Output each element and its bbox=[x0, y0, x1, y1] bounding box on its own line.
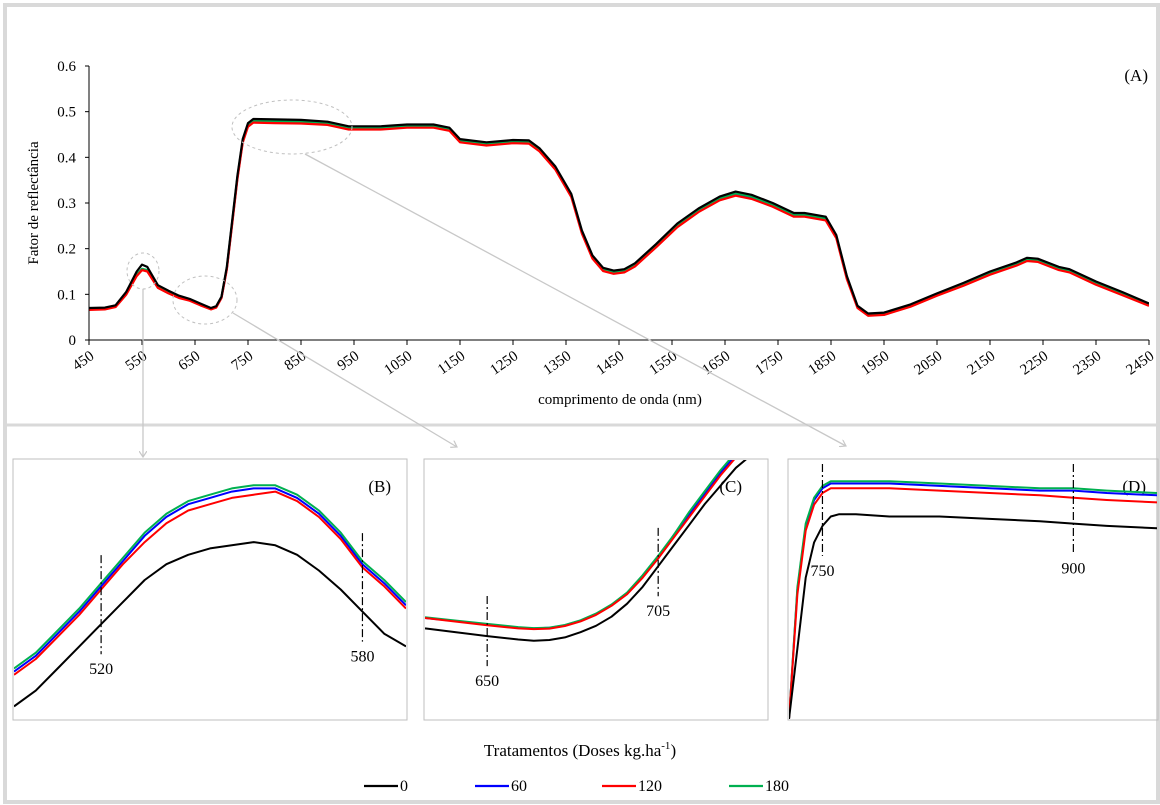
panel-a-x-tick-label: 2450 bbox=[1124, 348, 1158, 378]
panel-a-series-0-line bbox=[89, 117, 1149, 315]
panel-a-x-tick-label: 2150 bbox=[965, 348, 999, 378]
legend-entries: 0 60 120 180 bbox=[364, 778, 789, 795]
panel-a: (A) 0 0.1 0.2 0.3 0.4 0.5 0.6 450 550 650 750 850 9… bbox=[26, 59, 1157, 457]
zoom-arrow-d bbox=[304, 153, 846, 446]
panel-a-x-tick-label: 1850 bbox=[806, 348, 840, 378]
legend-title-main: Tratamentos (Doses kg.ha bbox=[484, 741, 662, 760]
panel-b-series-180-line bbox=[14, 484, 406, 670]
panel-d-series-0-line bbox=[789, 513, 1157, 719]
panel-d-series bbox=[789, 480, 1157, 719]
legend: Tratamentos (Doses kg.ha-1) 0 60 120 180 bbox=[364, 740, 789, 795]
legend-label-0: 0 bbox=[400, 778, 408, 795]
panel-a-x-tick-label: 750 bbox=[229, 348, 257, 374]
panel-a-x-tick-label: 1150 bbox=[435, 348, 468, 378]
panel-a-y-axis-label: Fator de reflectância bbox=[26, 141, 42, 265]
figure-border bbox=[3, 3, 1160, 804]
panel-b-series-0-line bbox=[14, 541, 406, 708]
panel-c-markers: 650 705 bbox=[475, 527, 670, 690]
zoom-arrow-c bbox=[232, 312, 457, 447]
panel-a-y-tick-label: 0.6 bbox=[57, 59, 76, 75]
panel-a-x-tick-label: 650 bbox=[176, 348, 204, 374]
panel-b-markers: 520 580 bbox=[89, 533, 374, 678]
panel-c-frame bbox=[423, 458, 769, 721]
panel-a-x-tick-label: 450 bbox=[70, 348, 98, 374]
panel-c: (C) 650 705 bbox=[423, 458, 769, 721]
panel-c-series-180-line bbox=[425, 460, 731, 630]
legend-label-60: 60 bbox=[511, 778, 527, 795]
panel-b-marker-label: 520 bbox=[89, 661, 113, 678]
panel-d-frame bbox=[787, 458, 1159, 721]
panel-a-x-tick-label: 1050 bbox=[382, 348, 416, 378]
panel-a-x-tick-label: 1650 bbox=[700, 348, 734, 378]
panel-a-x-tick-label: 2250 bbox=[1018, 348, 1052, 378]
panel-c-marker-label: 650 bbox=[475, 673, 499, 690]
panel-a-series-60-line bbox=[89, 120, 1149, 316]
panel-a-series-180-line bbox=[89, 119, 1149, 316]
panel-a-x-tick-label: 1450 bbox=[594, 348, 628, 378]
panel-d-series-120-line bbox=[789, 487, 1157, 719]
panel-b: (B) 520 580 bbox=[12, 458, 408, 721]
zoom-ellipse-d bbox=[231, 99, 353, 155]
panel-a-x-tick-label: 1350 bbox=[541, 348, 575, 378]
panel-d-series-180-line bbox=[789, 480, 1157, 719]
legend-title-sup: -1 bbox=[661, 740, 670, 752]
panel-b-series-120-line bbox=[14, 490, 406, 676]
panel-a-x-axis-label: comprimento de onda (nm) bbox=[538, 392, 702, 408]
panel-a-y-tick-label: 0 bbox=[69, 333, 77, 349]
panel-a-x-tick-label: 1950 bbox=[859, 348, 893, 378]
panel-c-series-60-line bbox=[425, 460, 733, 630]
panel-d: (D) 750 900 bbox=[787, 458, 1159, 721]
panel-a-y-tick-label: 0.2 bbox=[57, 242, 76, 258]
panel-c-marker-label: 705 bbox=[646, 603, 670, 620]
panel-c-label: (C) bbox=[719, 477, 742, 496]
legend-title: Tratamentos (Doses kg.ha-1) bbox=[484, 740, 676, 760]
panel-b-marker-label: 580 bbox=[350, 649, 374, 666]
panel-a-y-tick-label: 0.1 bbox=[57, 287, 76, 303]
legend-title-end: ) bbox=[670, 741, 676, 760]
panel-b-frame bbox=[12, 458, 408, 721]
panel-c-series-120-line bbox=[425, 460, 735, 631]
panel-a-x-tick-label: 2350 bbox=[1071, 348, 1105, 378]
panel-a-y-ticks: 0 0.1 0.2 0.3 0.4 0.5 0.6 bbox=[57, 59, 89, 349]
panel-a-series bbox=[89, 117, 1149, 317]
panel-a-x-tick-label: 1250 bbox=[488, 348, 522, 378]
panel-a-x-ticks: 450 550 650 750 850 950 1050 1150 1250 1350 1450 15… bbox=[70, 340, 1158, 378]
panel-a-series-120-line bbox=[89, 121, 1149, 317]
panel-a-y-tick-label: 0.5 bbox=[57, 105, 76, 121]
panel-a-x-tick-label: 2050 bbox=[912, 348, 946, 378]
legend-label-120: 120 bbox=[638, 778, 662, 795]
panel-c-series bbox=[425, 460, 747, 642]
panel-a-x-tick-label: 950 bbox=[335, 348, 363, 374]
panel-a-x-tick-label: 550 bbox=[123, 348, 151, 374]
panel-d-marker-label: 900 bbox=[1061, 561, 1085, 578]
panel-c-series-0-line bbox=[425, 460, 747, 642]
panel-d-marker-label: 750 bbox=[810, 563, 834, 580]
panel-a-x-tick-label: 850 bbox=[282, 348, 310, 374]
panel-a-label: (A) bbox=[1124, 66, 1148, 85]
panel-b-series-60-line bbox=[14, 487, 406, 673]
panel-a-y-tick-label: 0.4 bbox=[57, 150, 76, 166]
legend-label-180: 180 bbox=[765, 778, 789, 795]
panel-d-markers: 750 900 bbox=[810, 464, 1085, 580]
panel-b-series bbox=[14, 484, 406, 708]
panel-a-y-tick-label: 0.3 bbox=[57, 196, 76, 212]
panel-a-x-tick-label: 1550 bbox=[647, 348, 681, 378]
panel-b-label: (B) bbox=[368, 477, 391, 496]
panel-a-x-tick-label: 1750 bbox=[753, 348, 787, 378]
zoom-ellipse-c bbox=[172, 275, 238, 325]
